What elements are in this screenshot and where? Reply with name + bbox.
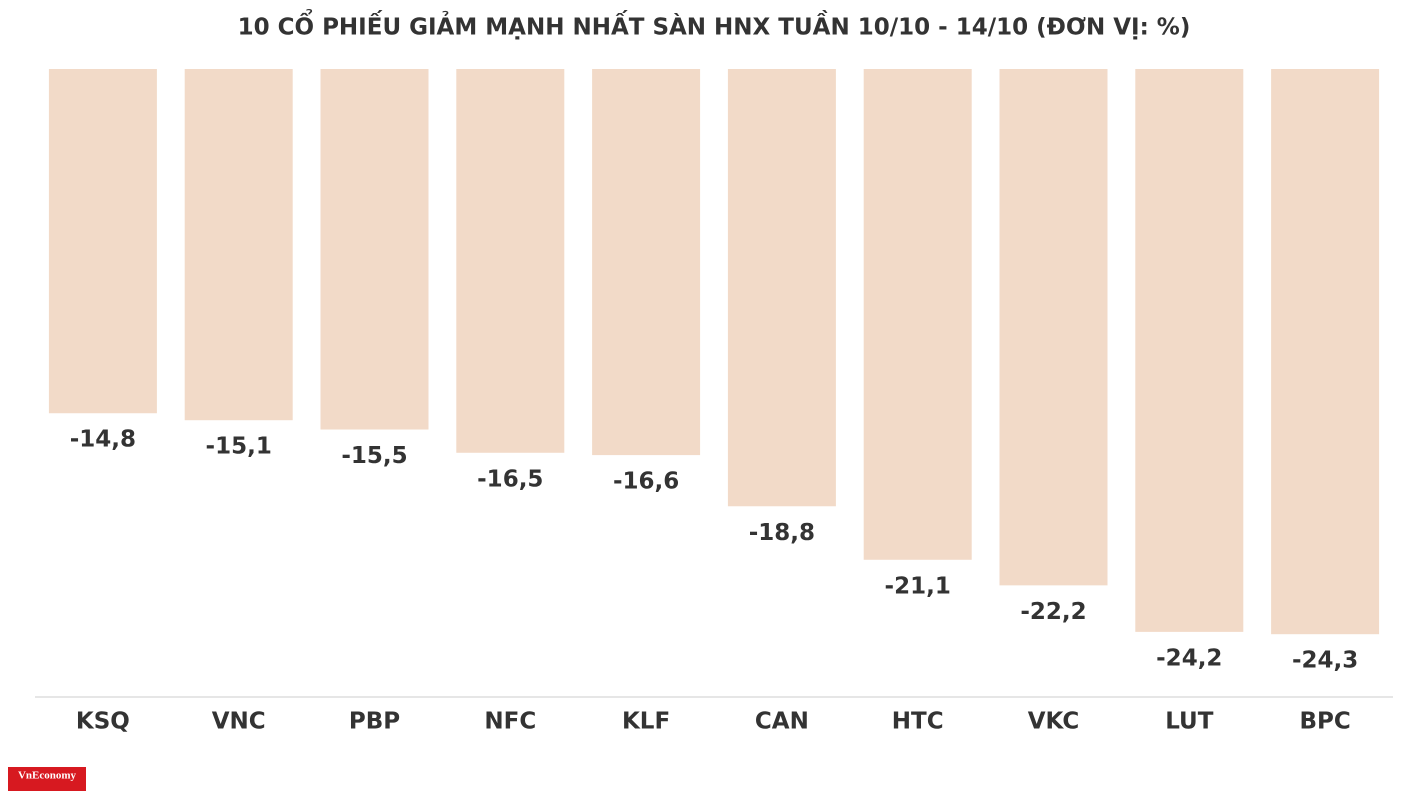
x-tick-label: HTC xyxy=(892,709,944,735)
x-tick-label: VKC xyxy=(1028,709,1079,735)
value-label: -24,3 xyxy=(1292,648,1358,674)
value-label: -15,1 xyxy=(206,434,272,460)
bar xyxy=(592,69,701,456)
bar xyxy=(863,69,972,560)
value-label: -14,8 xyxy=(70,427,136,453)
value-label: -24,2 xyxy=(1156,645,1222,671)
bar xyxy=(456,69,565,453)
x-tick-label: PBP xyxy=(349,709,400,735)
bar xyxy=(1271,69,1380,635)
x-tick-label: KSQ xyxy=(76,709,130,735)
x-tick-label: KLF xyxy=(622,709,670,735)
bar xyxy=(320,69,429,430)
bar xyxy=(48,69,157,414)
x-tick-label: NFC xyxy=(484,709,536,735)
x-tick-label: VNC xyxy=(212,709,266,735)
bar xyxy=(184,69,293,421)
bar xyxy=(727,69,836,507)
bar xyxy=(1135,69,1244,632)
value-label: -22,2 xyxy=(1020,599,1086,625)
value-label: -16,6 xyxy=(613,469,679,495)
value-label: -21,1 xyxy=(885,573,951,599)
bar xyxy=(999,69,1108,586)
logo-box xyxy=(8,767,86,791)
x-tick-label: CAN xyxy=(755,709,809,735)
value-label: -16,5 xyxy=(477,466,543,492)
value-label: -15,5 xyxy=(341,443,407,469)
chart-title: 10 CỔ PHIẾU GIẢM MẠNH NHẤT SÀN HNX TUẦN … xyxy=(238,9,1191,41)
logo: VnEconomy xyxy=(18,770,77,782)
value-label: -18,8 xyxy=(749,520,815,546)
x-tick-label: BPC xyxy=(1299,709,1350,735)
x-tick-label: LUT xyxy=(1165,709,1214,735)
